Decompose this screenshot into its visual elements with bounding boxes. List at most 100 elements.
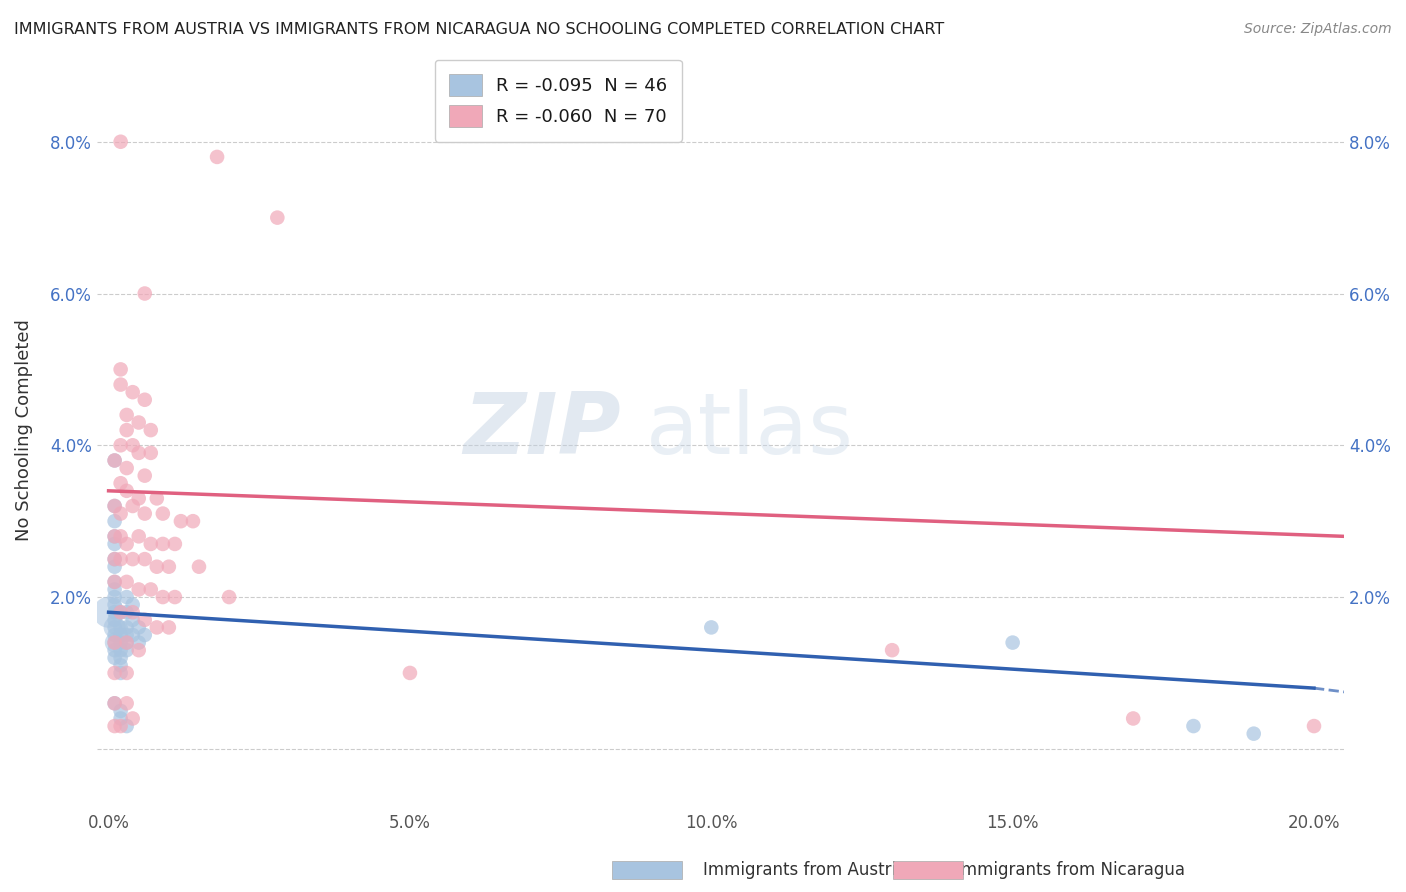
Point: [115, 635, 138, 649]
Point: [152, 507, 174, 521]
Point: [104, 529, 127, 543]
Point: [121, 613, 143, 627]
Point: [121, 598, 143, 612]
Point: [139, 446, 162, 460]
Point: [110, 620, 132, 634]
Point: [115, 423, 138, 437]
Point: [104, 650, 127, 665]
Point: [134, 628, 156, 642]
Point: [121, 605, 143, 619]
Point: [163, 590, 186, 604]
Point: [115, 537, 138, 551]
Point: [181, 514, 204, 528]
Point: [115, 696, 138, 710]
Point: [399, 665, 422, 680]
Point: [134, 552, 156, 566]
Point: [104, 529, 127, 543]
Point: [104, 665, 127, 680]
Point: [110, 643, 132, 657]
Point: [110, 628, 132, 642]
Point: [128, 643, 150, 657]
Point: [104, 574, 127, 589]
Point: [1182, 719, 1205, 733]
Point: [146, 620, 169, 634]
Point: [121, 499, 143, 513]
Point: [205, 150, 228, 164]
Point: [104, 574, 127, 589]
Text: IMMIGRANTS FROM AUSTRIA VS IMMIGRANTS FROM NICARAGUA NO SCHOOLING COMPLETED CORR: IMMIGRANTS FROM AUSTRIA VS IMMIGRANTS FR…: [14, 22, 945, 37]
Point: [115, 719, 138, 733]
Point: [115, 635, 138, 649]
Point: [115, 665, 138, 680]
Point: [880, 643, 903, 657]
Point: [110, 438, 132, 452]
Point: [157, 620, 180, 634]
Point: [128, 582, 150, 597]
Point: [121, 438, 143, 452]
Point: [104, 719, 127, 733]
Point: [1122, 711, 1144, 725]
Point: [128, 491, 150, 506]
Point: [104, 552, 127, 566]
Legend: R = -0.095  N = 46, R = -0.060  N = 70: R = -0.095 N = 46, R = -0.060 N = 70: [434, 60, 682, 142]
Text: Immigrants from Nicaragua: Immigrants from Nicaragua: [956, 861, 1185, 879]
Point: [110, 605, 132, 619]
Point: [163, 537, 186, 551]
Text: atlas: atlas: [645, 389, 853, 472]
Point: [110, 719, 132, 733]
Point: [110, 362, 132, 376]
Point: [104, 696, 127, 710]
Point: [104, 552, 127, 566]
Point: [110, 529, 132, 543]
Point: [104, 499, 127, 513]
Point: [104, 590, 127, 604]
Point: [134, 286, 156, 301]
Point: [1303, 719, 1326, 733]
Point: [188, 559, 211, 574]
Point: [104, 635, 127, 649]
Text: Source: ZipAtlas.com: Source: ZipAtlas.com: [1244, 22, 1392, 37]
Point: [139, 423, 162, 437]
Point: [121, 711, 143, 725]
Point: [128, 446, 150, 460]
Point: [115, 574, 138, 589]
Point: [104, 696, 127, 710]
Point: [110, 665, 132, 680]
Point: [110, 476, 132, 491]
Point: [104, 613, 127, 627]
Point: [110, 711, 132, 725]
Point: [152, 537, 174, 551]
Point: [218, 590, 240, 604]
Point: [134, 392, 156, 407]
Point: [121, 628, 143, 642]
Point: [139, 582, 162, 597]
Point: [128, 529, 150, 543]
Point: [128, 416, 150, 430]
Point: [104, 514, 127, 528]
Point: [110, 658, 132, 673]
Point: [110, 135, 132, 149]
Point: [110, 635, 132, 649]
Text: Immigrants from Austria: Immigrants from Austria: [703, 861, 907, 879]
Text: ZIP: ZIP: [463, 389, 620, 472]
Point: [170, 514, 193, 528]
Point: [110, 605, 132, 619]
Point: [146, 491, 169, 506]
Point: [121, 385, 143, 400]
Point: [104, 537, 127, 551]
Point: [110, 552, 132, 566]
Point: [104, 453, 127, 467]
Point: [104, 453, 127, 467]
Point: [134, 613, 156, 627]
Point: [104, 605, 127, 619]
Point: [110, 507, 132, 521]
Point: [121, 552, 143, 566]
Point: [115, 408, 138, 422]
Point: [104, 499, 127, 513]
Point: [128, 620, 150, 634]
Point: [110, 377, 132, 392]
Point: [115, 643, 138, 657]
Point: [266, 211, 288, 225]
Y-axis label: No Schooling Completed: No Schooling Completed: [15, 319, 32, 541]
Point: [97, 605, 120, 619]
